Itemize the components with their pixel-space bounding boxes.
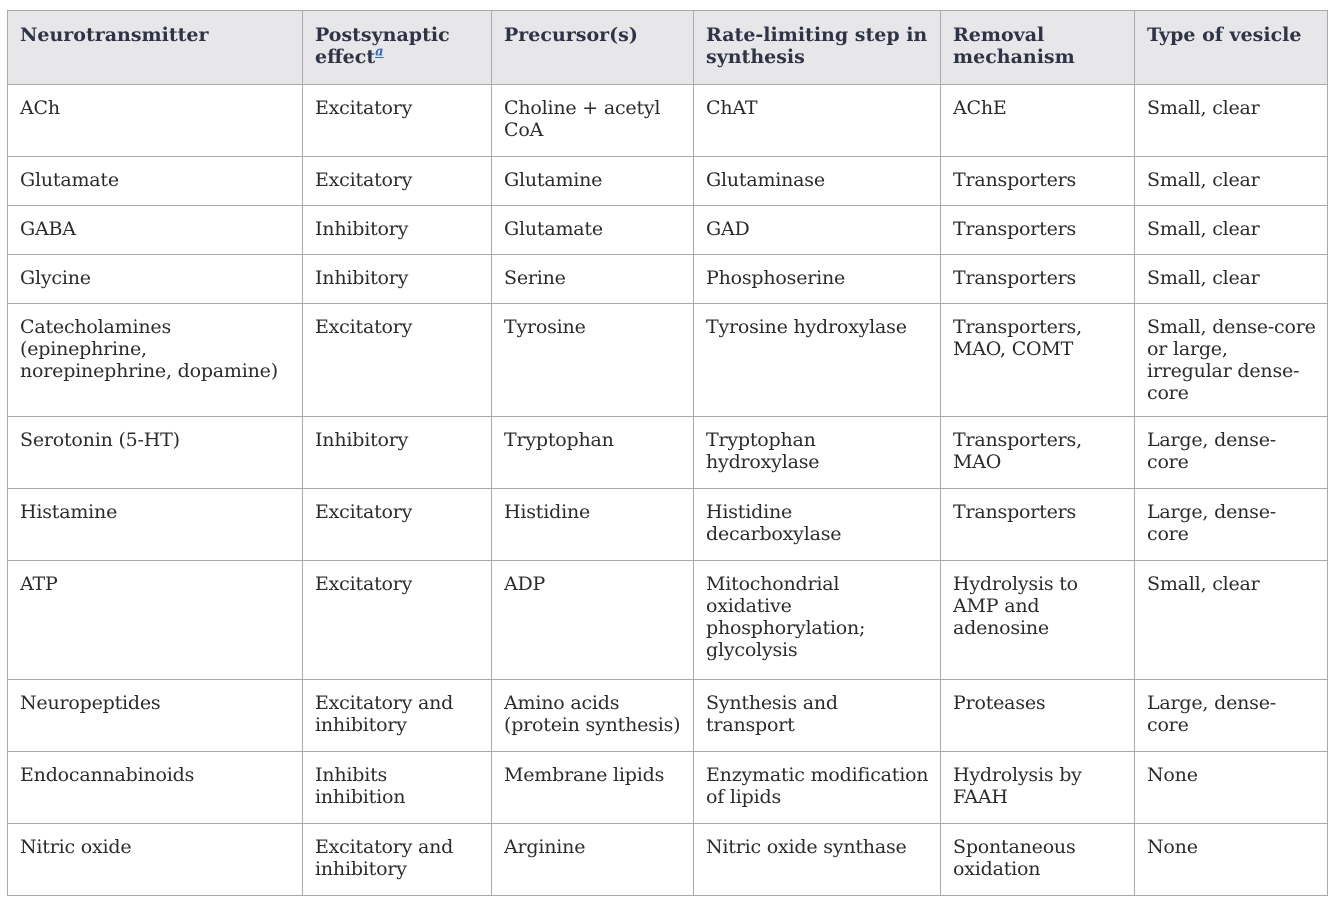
cell-rate-limiting-step: ChAT bbox=[693, 84, 941, 157]
cell-neurotransmitter: Serotonin (5-HT) bbox=[7, 416, 303, 489]
cell-neurotransmitter: Catecholamines (epinephrine, norepinephr… bbox=[7, 303, 303, 417]
cell-neurotransmitter: Neuropeptides bbox=[7, 679, 303, 752]
table-row: Neuropeptides Excitatory and inhibitory … bbox=[7, 679, 1328, 752]
table-row: Catecholamines (epinephrine, norepinephr… bbox=[7, 303, 1328, 417]
cell-postsynaptic-effect: Inhibitory bbox=[302, 254, 492, 304]
cell-removal-mechanism: Transporters, MAO bbox=[940, 416, 1135, 489]
table-row: Glutamate Excitatory Glutamine Glutamina… bbox=[7, 156, 1328, 206]
header-removal-mechanism: Removal mechanism bbox=[940, 10, 1135, 85]
cell-neurotransmitter: Nitric oxide bbox=[7, 823, 303, 896]
cell-postsynaptic-effect: Excitatory and inhibitory bbox=[302, 823, 492, 896]
cell-postsynaptic-effect: Excitatory bbox=[302, 156, 492, 206]
neurotransmitter-table: Neurotransmitter Postsynaptic effecta Pr… bbox=[7, 10, 1328, 896]
cell-postsynaptic-effect: Inhibitory bbox=[302, 205, 492, 255]
cell-precursor: Arginine bbox=[491, 823, 694, 896]
cell-neurotransmitter: ACh bbox=[7, 84, 303, 157]
cell-rate-limiting-step: Tryptophan hydroxylase bbox=[693, 416, 941, 489]
cell-neurotransmitter: GABA bbox=[7, 205, 303, 255]
cell-vesicle-type: Small, clear bbox=[1134, 254, 1328, 304]
header-postsynaptic-effect: Postsynaptic effecta bbox=[302, 10, 492, 85]
cell-removal-mechanism: Hydrolysis to AMP and adenosine bbox=[940, 560, 1135, 680]
cell-removal-mechanism: Proteases bbox=[940, 679, 1135, 752]
table-row: Glycine Inhibitory Serine Phosphoserine … bbox=[7, 254, 1328, 304]
cell-precursor: Glutamate bbox=[491, 205, 694, 255]
cell-removal-mechanism: Spontaneous oxidation bbox=[940, 823, 1135, 896]
cell-vesicle-type: Small, clear bbox=[1134, 205, 1328, 255]
table-row: Nitric oxide Excitatory and inhibitory A… bbox=[7, 823, 1328, 896]
header-rate-limiting-step: Rate-limiting step in synthesis bbox=[693, 10, 941, 85]
cell-removal-mechanism: Transporters, MAO, COMT bbox=[940, 303, 1135, 417]
header-neurotransmitter: Neurotransmitter bbox=[7, 10, 303, 85]
cell-neurotransmitter: Glutamate bbox=[7, 156, 303, 206]
header-vesicle-type: Type of vesicle bbox=[1134, 10, 1328, 85]
cell-neurotransmitter: ATP bbox=[7, 560, 303, 680]
table-row: ACh Excitatory Choline + acetyl CoA ChAT… bbox=[7, 84, 1328, 157]
cell-vesicle-type: None bbox=[1134, 823, 1328, 896]
cell-postsynaptic-effect: Inhibits inhibition bbox=[302, 751, 492, 824]
header-row: Neurotransmitter Postsynaptic effecta Pr… bbox=[7, 10, 1328, 85]
cell-rate-limiting-step: Phosphoserine bbox=[693, 254, 941, 304]
cell-precursor: ADP bbox=[491, 560, 694, 680]
cell-neurotransmitter: Histamine bbox=[7, 488, 303, 561]
cell-removal-mechanism: Transporters bbox=[940, 205, 1135, 255]
cell-rate-limiting-step: GAD bbox=[693, 205, 941, 255]
table-row: Serotonin (5-HT) Inhibitory Tryptophan T… bbox=[7, 416, 1328, 489]
cell-rate-limiting-step: Nitric oxide synthase bbox=[693, 823, 941, 896]
cell-vesicle-type: Small, clear bbox=[1134, 156, 1328, 206]
cell-precursor: Glutamine bbox=[491, 156, 694, 206]
footnote-link[interactable]: a bbox=[375, 44, 384, 60]
cell-removal-mechanism: AChE bbox=[940, 84, 1135, 157]
cell-postsynaptic-effect: Excitatory bbox=[302, 84, 492, 157]
cell-precursor: Amino acids (protein synthesis) bbox=[491, 679, 694, 752]
cell-rate-limiting-step: Tyrosine hydroxylase bbox=[693, 303, 941, 417]
cell-postsynaptic-effect: Excitatory and inhibitory bbox=[302, 679, 492, 752]
header-precursor: Precursor(s) bbox=[491, 10, 694, 85]
cell-vesicle-type: Large, dense-core bbox=[1134, 679, 1328, 752]
cell-rate-limiting-step: Glutaminase bbox=[693, 156, 941, 206]
cell-precursor: Membrane lipids bbox=[491, 751, 694, 824]
cell-neurotransmitter: Glycine bbox=[7, 254, 303, 304]
header-postsynaptic-label: Postsynaptic effect bbox=[315, 24, 450, 68]
table-row: Histamine Excitatory Histidine Histidine… bbox=[7, 488, 1328, 561]
cell-postsynaptic-effect: Excitatory bbox=[302, 488, 492, 561]
table-row: Endocannabinoids Inhibits inhibition Mem… bbox=[7, 751, 1328, 824]
cell-precursor: Histidine bbox=[491, 488, 694, 561]
cell-precursor: Tryptophan bbox=[491, 416, 694, 489]
cell-precursor: Serine bbox=[491, 254, 694, 304]
table-row: GABA Inhibitory Glutamate GAD Transporte… bbox=[7, 205, 1328, 255]
cell-vesicle-type: None bbox=[1134, 751, 1328, 824]
cell-precursor: Choline + acetyl CoA bbox=[491, 84, 694, 157]
cell-vesicle-type: Small, clear bbox=[1134, 84, 1328, 157]
cell-postsynaptic-effect: Excitatory bbox=[302, 560, 492, 680]
cell-vesicle-type: Small, dense-core or large, irregular de… bbox=[1134, 303, 1328, 417]
cell-removal-mechanism: Transporters bbox=[940, 156, 1135, 206]
table-row: ATP Excitatory ADP Mitochondrial oxidati… bbox=[7, 560, 1328, 680]
cell-removal-mechanism: Transporters bbox=[940, 488, 1135, 561]
cell-precursor: Tyrosine bbox=[491, 303, 694, 417]
cell-rate-limiting-step: Histidine decarboxylase bbox=[693, 488, 941, 561]
cell-vesicle-type: Large, dense-core bbox=[1134, 488, 1328, 561]
cell-rate-limiting-step: Enzymatic modification of lipids bbox=[693, 751, 941, 824]
cell-vesicle-type: Large, dense-core bbox=[1134, 416, 1328, 489]
cell-neurotransmitter: Endocannabinoids bbox=[7, 751, 303, 824]
cell-rate-limiting-step: Mitochondrial oxidative phosphorylation;… bbox=[693, 560, 941, 680]
cell-rate-limiting-step: Synthesis and transport bbox=[693, 679, 941, 752]
cell-postsynaptic-effect: Excitatory bbox=[302, 303, 492, 417]
cell-vesicle-type: Small, clear bbox=[1134, 560, 1328, 680]
cell-postsynaptic-effect: Inhibitory bbox=[302, 416, 492, 489]
cell-removal-mechanism: Hydrolysis by FAAH bbox=[940, 751, 1135, 824]
cell-removal-mechanism: Transporters bbox=[940, 254, 1135, 304]
